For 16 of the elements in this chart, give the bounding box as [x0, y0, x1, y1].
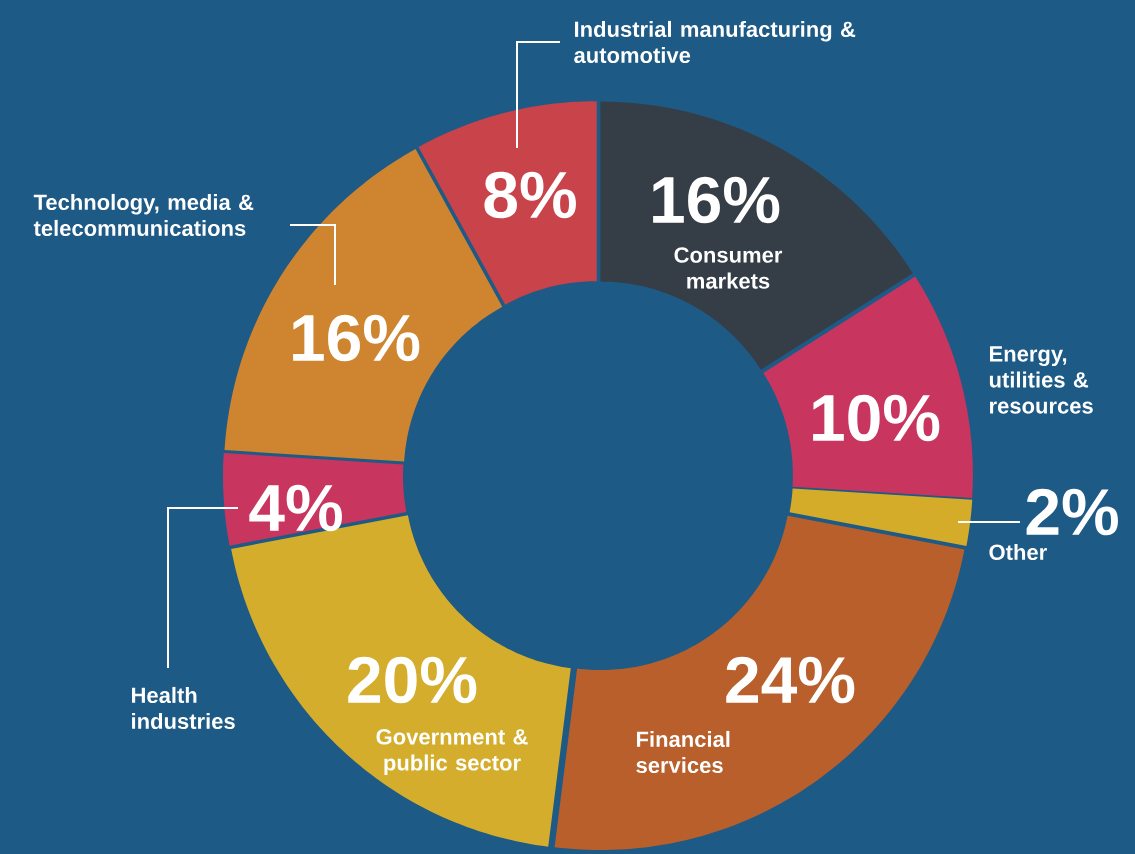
slice-label: Other [989, 543, 1047, 561]
data-label: 16% [653, 176, 780, 224]
slice-label: Technology, media & telecommunications [33, 193, 254, 237]
data-label: 8% [484, 171, 576, 219]
data-label: 10% [813, 394, 940, 442]
slice-label: Health industries [132, 686, 235, 730]
slice-label: Consumer markets [674, 247, 783, 289]
data-label: 2% [1026, 488, 1118, 536]
slice-label: Industrial manufacturing & automotive [574, 20, 856, 64]
slice-label: Government & public sector [376, 729, 528, 775]
data-label: 20% [348, 656, 477, 704]
slice-label: Financial services [636, 730, 730, 774]
data-label: 16% [293, 314, 420, 362]
slice-label: Energy, utilities & resources [989, 346, 1093, 414]
data-label: 4% [249, 484, 342, 532]
data-label: 24% [726, 656, 855, 704]
